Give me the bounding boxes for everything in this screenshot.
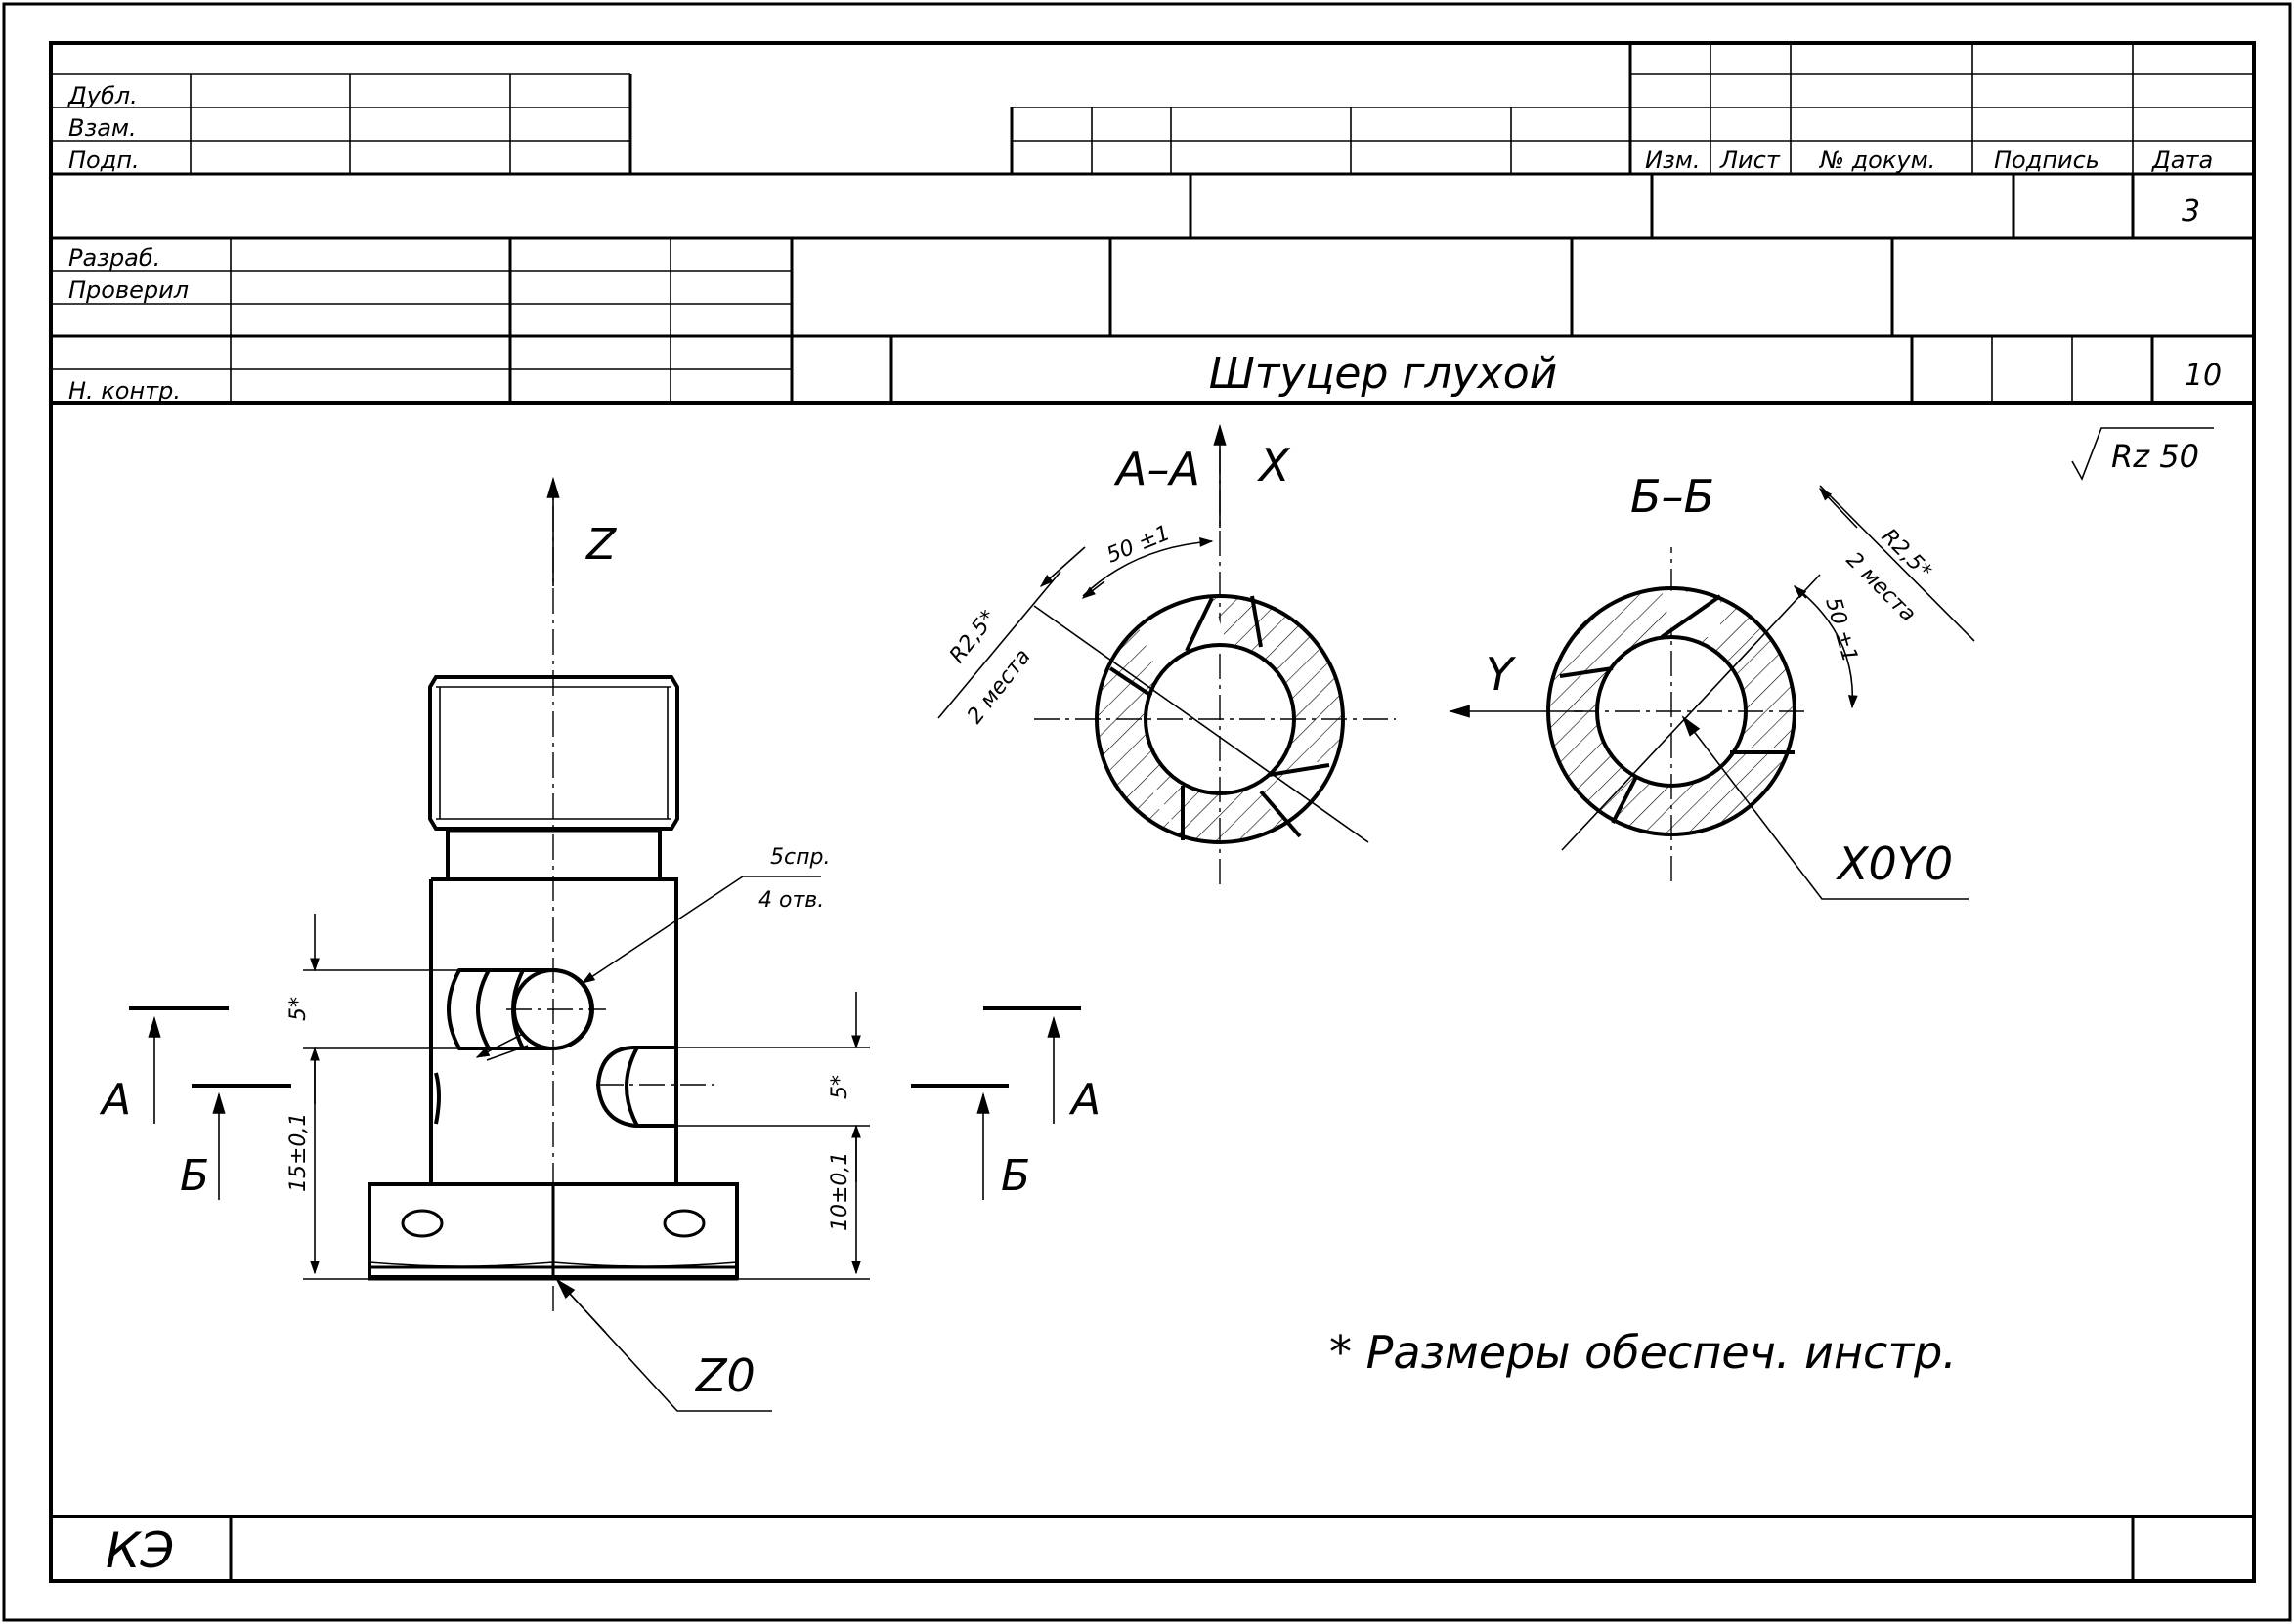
dim-5-upper: 5* — [286, 997, 311, 1021]
hole-note-type: 5спр. — [770, 845, 830, 870]
role-checker: Проверил — [68, 277, 189, 304]
hex-base — [368, 1182, 739, 1281]
dim-5-lower: 5* — [828, 1075, 852, 1099]
cut-b-right: Б — [1001, 1151, 1030, 1201]
fitting-body — [429, 877, 678, 1184]
origin-z-label: Z0 — [694, 1349, 756, 1402]
hole-lower — [595, 1046, 714, 1128]
cut-a-right: А — [1068, 1075, 1101, 1125]
cut-b-left: Б — [180, 1151, 209, 1201]
origin-xy-label: X0Y0 — [1836, 837, 1953, 890]
dim-angle-bb: 50 ±1 — [1820, 595, 1862, 665]
label-vzam: Взам. — [68, 114, 137, 142]
footer-code: КЭ — [106, 1522, 174, 1579]
axis-x-label: X — [1257, 439, 1291, 491]
role-developer: Разраб. — [68, 244, 160, 272]
operation-number: 10 — [2185, 359, 2222, 393]
dim-r-aa: R2,5* — [945, 606, 1001, 668]
axis-z-label: Z — [585, 520, 617, 570]
section-a-a: А–А X R2,5* 2 места 50 ±1 — [937, 423, 1396, 884]
roughness-label: Rz 50 — [2111, 438, 2199, 475]
cut-a-left: А — [99, 1075, 131, 1125]
header-signature: Подпись — [1994, 147, 2099, 174]
dim-15: 15±0,1 — [286, 1113, 311, 1192]
header-izm: Изм. — [1645, 147, 1700, 174]
label-podp: Подп. — [68, 147, 140, 174]
hole-note-count: 4 отв. — [758, 888, 824, 913]
footer-strip: КЭ — [51, 1515, 2254, 1581]
dimensions-note: * Размеры обеспеч. инстр. — [1329, 1326, 1957, 1379]
header-date: Дата — [2151, 147, 2213, 174]
header-doc-number: № докум. — [1818, 147, 1935, 174]
label-dubl: Дубл. — [67, 82, 138, 109]
section-b-b: Б–Б Y R2,5* 2 места 50 ±1 X0Y0 — [1448, 470, 1975, 900]
title-block: Дубл. Взам. Подп. Изм. Лист № докум. Под… — [49, 41, 2254, 405]
axis-y-label: Y — [1486, 648, 1517, 701]
header-list: Лист — [1719, 147, 1781, 174]
section-bb-title: Б–Б — [1630, 470, 1714, 523]
threaded-cap — [428, 675, 679, 831]
section-aa-title: А–А — [1113, 443, 1200, 495]
main-view: Z — [99, 476, 1101, 1412]
sheet-number: 3 — [2182, 194, 2200, 229]
roughness-symbol: Rz 50 — [2071, 427, 2214, 481]
part-name: Штуцер глухой — [1209, 349, 1558, 399]
dim-10: 10±0,1 — [828, 1152, 852, 1231]
dim-angle-aa: 50 ±1 — [1104, 521, 1174, 568]
role-norm-control: Н. контр. — [68, 377, 181, 405]
dim-places-aa: 2 места — [963, 645, 1036, 729]
